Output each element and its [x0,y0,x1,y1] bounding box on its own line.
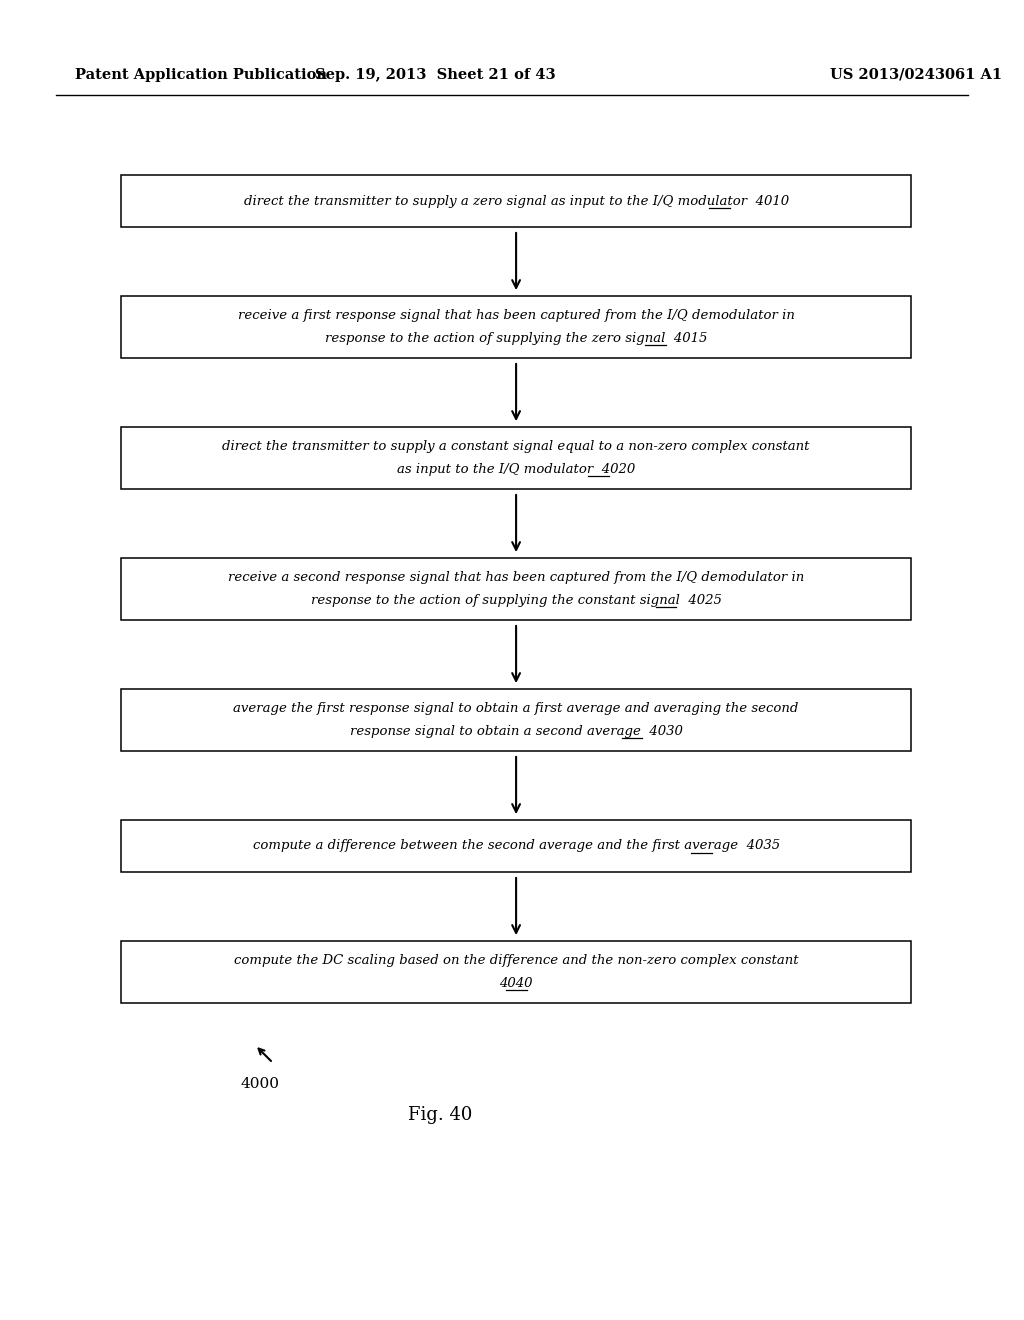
Bar [121,820,911,873]
Text: response signal to obtain a second average  4030: response signal to obtain a second avera… [349,725,683,738]
Text: direct the transmitter to supply a constant signal equal to a non-zero complex c: direct the transmitter to supply a const… [222,441,810,453]
Text: response to the action of supplying the zero signal  4015: response to the action of supplying the … [325,331,708,345]
Text: compute the DC scaling based on the difference and the non-zero complex constant: compute the DC scaling based on the diff… [233,954,799,968]
Text: receive a second response signal that has been captured from the I/Q demodulator: receive a second response signal that ha… [228,572,804,585]
Text: 4040: 4040 [500,977,532,990]
Text: average the first response signal to obtain a first average and averaging the se: average the first response signal to obt… [233,702,799,715]
Bar [121,558,911,620]
Text: response to the action of supplying the constant signal  4025: response to the action of supplying the … [310,594,722,607]
Bar [121,689,911,751]
Text: receive a first response signal that has been captured from the I/Q demodulator : receive a first response signal that has… [238,309,795,322]
Text: Sep. 19, 2013  Sheet 21 of 43: Sep. 19, 2013 Sheet 21 of 43 [315,69,555,82]
Text: 4000: 4000 [241,1077,280,1092]
Text: Patent Application Publication: Patent Application Publication [75,69,327,82]
Text: US 2013/0243061 A1: US 2013/0243061 A1 [830,69,1002,82]
Text: compute a difference between the second average and the first average  4035: compute a difference between the second … [253,840,779,853]
Text: Fig. 40: Fig. 40 [409,1106,472,1125]
Bar [121,426,911,488]
Text: direct the transmitter to supply a zero signal as input to the I/Q modulator  40: direct the transmitter to supply a zero … [244,194,788,207]
Bar [121,176,911,227]
Bar [121,941,911,1003]
Bar [121,296,911,358]
Text: as input to the I/Q modulator  4020: as input to the I/Q modulator 4020 [397,463,635,475]
